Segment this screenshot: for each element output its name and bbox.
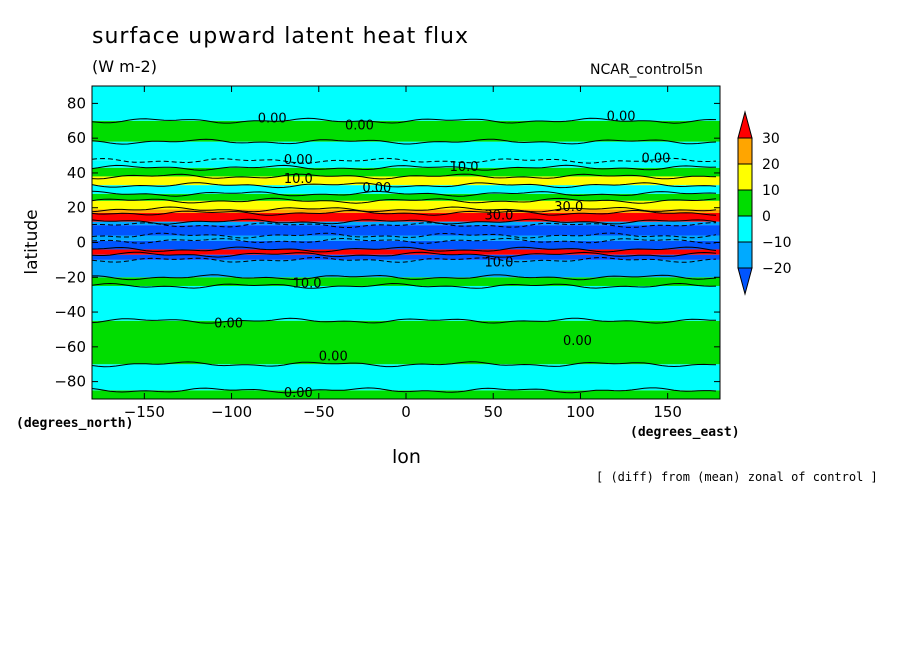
contour-label: 10.0 [293, 276, 322, 291]
contour-label: 0.00 [345, 118, 374, 133]
colorbar-label: 10 [762, 183, 780, 199]
shaded-band [92, 176, 720, 186]
shaded-band [92, 320, 720, 365]
shaded-band [92, 200, 720, 210]
colorbar-arrow-bottom [737, 267, 753, 296]
contour-line [91, 237, 717, 244]
x-tick-label: −50 [303, 403, 335, 421]
x-tick-label: −100 [211, 403, 252, 421]
colorbar-swatch [737, 137, 753, 165]
y-tick-label: 40 [67, 164, 86, 182]
y-tick-label: −60 [54, 338, 86, 356]
y-tick-label: −20 [54, 268, 86, 286]
y-tick-label: 20 [67, 199, 86, 217]
shaded-band [92, 212, 720, 222]
contour-line [91, 387, 717, 394]
x-tick-label: 0 [401, 403, 411, 421]
contour-label: 0.00 [214, 316, 243, 331]
contour-line [91, 197, 717, 204]
colorbar-label: 20 [762, 157, 780, 173]
shaded-band [92, 285, 720, 321]
run-label: NCAR_control5n [590, 62, 703, 78]
contour-label: 0.00 [319, 350, 348, 365]
contour-line [91, 317, 717, 324]
shaded-band [92, 120, 720, 142]
contour-label: 10.0 [284, 172, 313, 187]
contour-label: 0.00 [563, 334, 592, 349]
contour-line [91, 173, 717, 180]
shaded-band [92, 254, 720, 260]
contour-line [91, 251, 717, 258]
contour-label: 0.00 [642, 151, 671, 166]
contour-label: 0.00 [258, 111, 287, 126]
x-tick-label: −150 [124, 403, 165, 421]
colorbar-label: 0 [762, 209, 771, 225]
shaded-band [92, 249, 720, 255]
contour-line [91, 206, 717, 213]
y-tick-label: −40 [54, 303, 86, 321]
colorbar-swatch [737, 189, 753, 217]
contour-label: 0.00 [284, 153, 313, 168]
contour-line [91, 157, 717, 164]
shaded-band [92, 185, 720, 194]
x-tick-label: 150 [653, 403, 682, 421]
shaded-band [92, 141, 720, 161]
y-tick-label: −80 [54, 373, 86, 391]
colorbar-swatch [737, 215, 753, 243]
x-axis-label: lon [392, 446, 421, 468]
shaded-band [92, 277, 720, 286]
contour-line [91, 361, 717, 368]
contour-line [91, 222, 716, 228]
contour-label: 30.0 [554, 200, 583, 215]
shaded-band [92, 364, 720, 391]
contour-line [91, 218, 717, 225]
x-tick-label: 100 [566, 403, 595, 421]
contour-line [91, 138, 717, 145]
shaded-band [92, 209, 720, 213]
contour-line [91, 232, 717, 239]
colorbar-swatch [737, 241, 753, 269]
contour-line [91, 209, 717, 216]
shaded-band [92, 160, 720, 168]
colorbar-swatch [737, 163, 753, 191]
y-tick-label: 0 [76, 234, 86, 252]
colorbar-label: 30 [762, 131, 780, 147]
contour-line [91, 246, 717, 253]
contour-line [91, 117, 717, 124]
shaded-band [92, 240, 720, 250]
contour-label: 0.00 [362, 181, 391, 196]
shaded-band [92, 259, 720, 278]
contour-line [92, 274, 717, 281]
colorbar-arrow-top [737, 110, 753, 139]
x-axis-units: (degrees_east) [630, 425, 740, 440]
y-tick-label: 60 [67, 129, 86, 147]
x-tick-label: 50 [484, 403, 503, 421]
contour-label: 0.00 [284, 386, 313, 401]
y-tick-label: 80 [67, 94, 86, 112]
shaded-band [92, 235, 720, 241]
contour-line [91, 182, 717, 189]
contour-label: 10.0 [485, 256, 514, 271]
contour-line [91, 164, 717, 171]
contour-label: 30.0 [485, 209, 514, 224]
chart-units: (W m-2) [92, 57, 157, 76]
shaded-band [92, 225, 720, 236]
contour-label: 10.0 [450, 160, 479, 175]
y-axis-units: (degrees_north) [16, 416, 134, 431]
shaded-band [92, 193, 720, 201]
contour-line [91, 256, 717, 263]
footnote: [ (diff) from (mean) zonal of control ] [596, 470, 878, 484]
shaded-band [92, 167, 720, 177]
chart-title: surface upward latent heat flux [92, 24, 470, 49]
shaded-band [92, 221, 720, 226]
contour-line [91, 282, 717, 289]
contour-line [91, 190, 717, 197]
colorbar-label: −20 [762, 261, 792, 277]
colorbar-label: −10 [762, 235, 792, 251]
contour-label: 0.00 [607, 110, 636, 125]
y-axis-label: latitude [22, 209, 42, 275]
